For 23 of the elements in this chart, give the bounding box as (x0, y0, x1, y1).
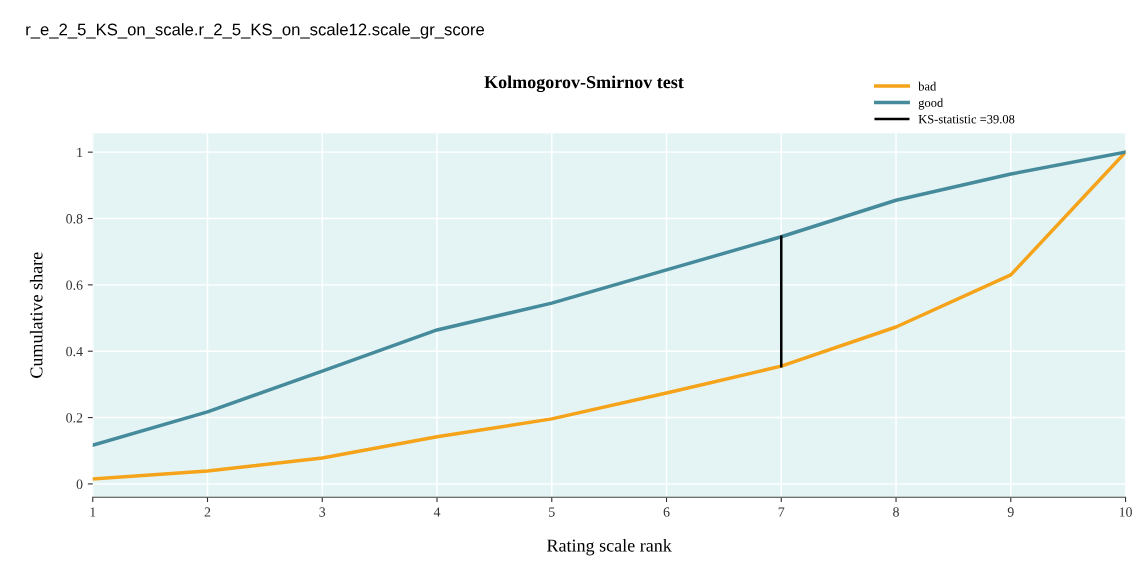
y-tick-label: 0.4 (66, 346, 83, 357)
y-tick-label: 0.2 (66, 413, 83, 423)
y-tick-label: 0.6 (66, 280, 83, 290)
legend-label: bad (918, 81, 937, 91)
y-tick-label: 0.8 (66, 214, 83, 224)
x-tick-label: 4 (433, 507, 441, 517)
y-tick-label: 0 (76, 479, 83, 489)
x-tick-label: 5 (549, 507, 555, 517)
x-tick-label: 9 (1007, 507, 1014, 517)
x-tick-label: 3 (319, 507, 326, 517)
legend-label: KS-statistic =39.08 (918, 114, 1015, 124)
x-tick-label: 10 (1119, 507, 1132, 517)
x-tick-label: 6 (663, 507, 670, 517)
chart-title: Kolmogorov-Smirnov test (484, 75, 684, 93)
y-tick-label: 1 (77, 147, 83, 157)
x-axis-title: Rating scale rank (546, 538, 672, 556)
text: r_e_2_5_KS_on_scale.r_2_5_KS_on_scale12.scale_gr_score (26, 23, 485, 39)
legend-label: good (918, 98, 944, 110)
x-tick-label: 1 (90, 507, 96, 517)
y-axis-title: Cumulative share (29, 252, 43, 378)
x-tick-label: 7 (778, 507, 785, 517)
x-tick-label: 2 (204, 507, 211, 517)
x-tick-label: 8 (893, 507, 899, 517)
